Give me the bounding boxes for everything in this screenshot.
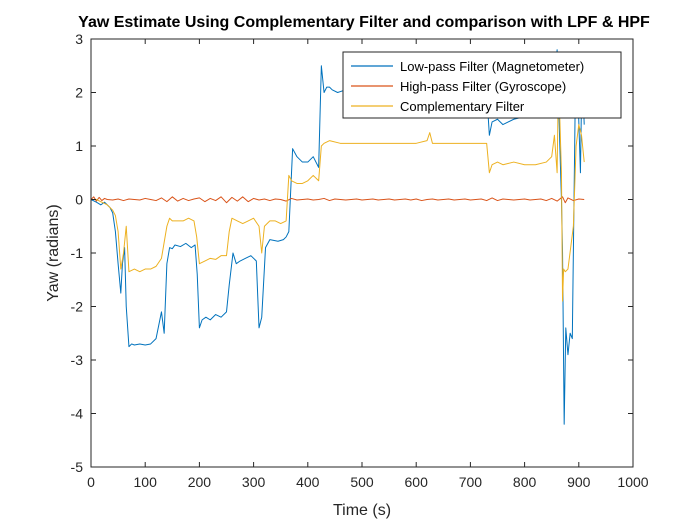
y-tick-label: 0 <box>75 192 83 208</box>
x-tick-label: 600 <box>405 474 429 490</box>
x-tick-label: 100 <box>134 474 158 490</box>
x-tick-label: 200 <box>188 474 212 490</box>
y-tick-label: 1 <box>75 138 83 154</box>
x-tick-label: 800 <box>513 474 537 490</box>
x-axis-ticks: 0 100 200 300 400 500 600 700 800 900 1000 <box>87 39 649 490</box>
legend-label-cf: Complementary Filter <box>400 99 525 114</box>
legend-label-hpf: High-pass Filter (Gyroscope) <box>400 79 566 94</box>
y-tick-label: 2 <box>75 85 83 101</box>
x-tick-label: 300 <box>242 474 266 490</box>
y-tick-label: -4 <box>71 406 84 422</box>
y-axis-label: Yaw (radians) <box>45 204 62 302</box>
series-line-cf <box>91 92 585 302</box>
x-tick-label: 500 <box>350 474 374 490</box>
x-tick-label: 700 <box>459 474 483 490</box>
y-tick-label: -1 <box>71 245 84 261</box>
y-tick-label: -3 <box>71 352 84 368</box>
y-tick-label: 3 <box>75 31 83 47</box>
x-tick-label: 0 <box>87 474 95 490</box>
legend: Low-pass Filter (Magnetometer) High-pass… <box>342 51 622 119</box>
x-axis-label: Time (s) <box>333 502 391 519</box>
y-axis-ticks: -5 -4 -3 -2 -1 0 1 2 3 <box>71 31 633 475</box>
legend-box <box>342 51 622 119</box>
x-tick-label: 1000 <box>617 474 648 490</box>
chart-title: Yaw Estimate Using Complementary Filter … <box>78 14 650 31</box>
series-line-hpf <box>90 196 585 204</box>
legend-label-lpf: Low-pass Filter (Magnetometer) <box>400 59 584 74</box>
y-tick-label: -2 <box>71 299 84 315</box>
x-tick-label: 900 <box>567 474 591 490</box>
y-tick-label: -5 <box>71 459 84 475</box>
x-tick-label: 400 <box>296 474 320 490</box>
